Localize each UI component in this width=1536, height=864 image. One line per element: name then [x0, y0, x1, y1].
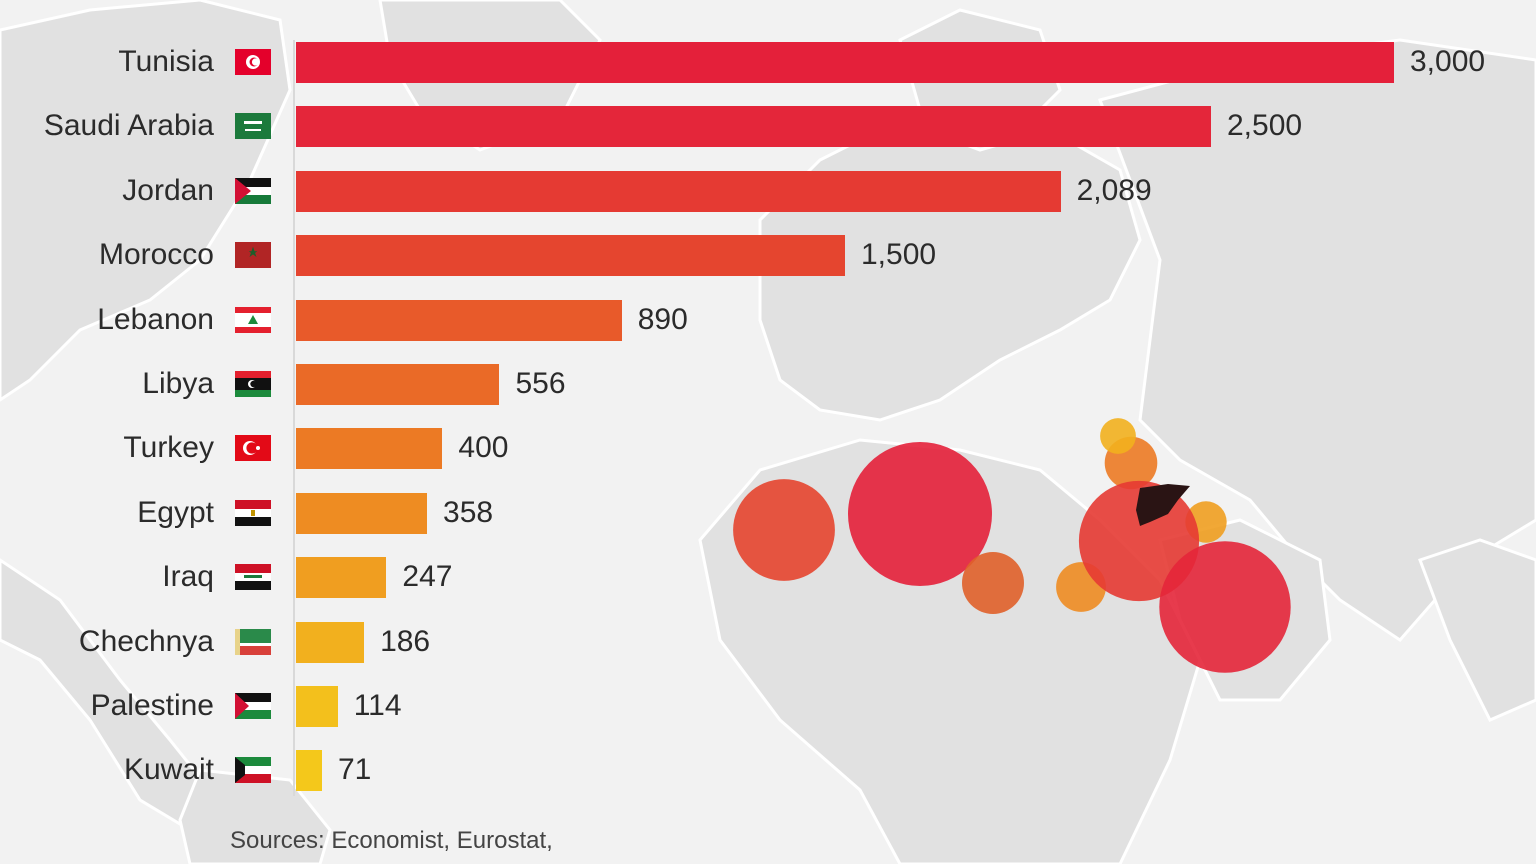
bar	[296, 42, 1394, 83]
data-label: 71	[338, 750, 371, 790]
chechnya-flag-icon	[235, 629, 271, 655]
palestine-flag-icon	[235, 693, 271, 719]
y-tick-label: Palestine	[91, 686, 214, 726]
bar	[296, 235, 845, 276]
data-label: 186	[380, 622, 430, 662]
y-tick-label: Egypt	[137, 493, 214, 533]
sources-note: Sources: Economist, Eurostat,	[230, 826, 553, 856]
y-tick-label: Tunisia	[118, 42, 214, 82]
bar	[296, 622, 364, 663]
y-tick-label: Kuwait	[124, 750, 214, 790]
data-label: 358	[443, 493, 493, 533]
lebanon-flag-icon	[235, 307, 271, 333]
data-label: 3,000	[1410, 42, 1485, 82]
data-label: 1,500	[861, 235, 936, 275]
bar	[296, 493, 427, 534]
turkey-flag-icon	[235, 435, 271, 461]
bar	[296, 686, 338, 727]
egypt-flag-icon	[235, 500, 271, 526]
y-tick-label: Turkey	[123, 428, 214, 468]
data-label: 400	[458, 428, 508, 468]
morocco-flag-icon	[235, 242, 271, 268]
y-tick-label: Libya	[142, 364, 214, 404]
bar	[296, 106, 1211, 147]
kuwait-flag-icon	[235, 757, 271, 783]
y-tick-label: Saudi Arabia	[44, 106, 214, 146]
bar	[296, 750, 322, 791]
iraq-flag-icon	[235, 564, 271, 590]
y-tick-label: Jordan	[122, 171, 214, 211]
bar	[296, 171, 1061, 212]
data-label: 2,089	[1077, 171, 1152, 211]
saudi-arabia-flag-icon	[235, 113, 271, 139]
data-label: 890	[638, 300, 688, 340]
y-tick-label: Morocco	[99, 235, 214, 275]
y-tick-label: Chechnya	[79, 622, 214, 662]
data-label: 556	[515, 364, 565, 404]
bar	[296, 364, 499, 405]
data-label: 247	[402, 557, 452, 597]
data-label: 114	[354, 686, 402, 726]
tunisia-flag-icon	[235, 49, 271, 75]
y-tick-label: Iraq	[162, 557, 214, 597]
bar	[296, 300, 622, 341]
libya-flag-icon	[235, 371, 271, 397]
y-tick-label: Lebanon	[97, 300, 214, 340]
data-label: 2,500	[1227, 106, 1302, 146]
bar	[296, 428, 442, 469]
bar	[296, 557, 386, 598]
jordan-flag-icon	[235, 178, 271, 204]
